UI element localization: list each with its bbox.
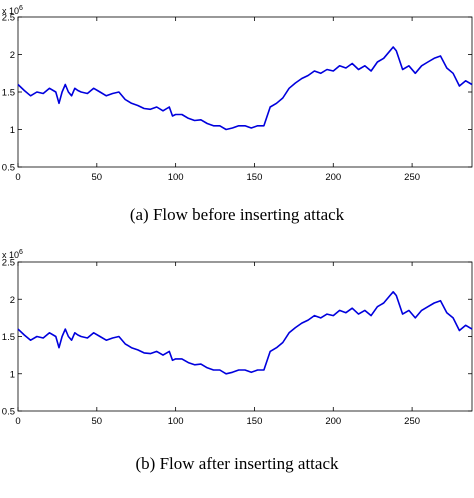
x-tick-label: 200 [325, 416, 341, 427]
chart-a: x 106 0.5 1 1.5 2 2.5 0 50 100 150 200 250 (a) Flo… [2, 5, 473, 224]
x-tick-label: 150 [247, 172, 263, 183]
y-tick-label: 0.5 [2, 407, 15, 418]
y-tick-label: 1 [10, 125, 15, 136]
x-tick-label: 100 [168, 172, 184, 183]
x-tick-label: 100 [168, 416, 184, 427]
plot-frame [17, 261, 473, 412]
y-tick-label: 1.5 [2, 332, 15, 343]
x-tick-label: 0 [15, 172, 20, 183]
x-tick-label: 250 [404, 172, 420, 183]
y-tick-label: 2.5 [2, 13, 15, 24]
flow-series-line [17, 46, 473, 131]
x-tick-label: 200 [325, 172, 341, 183]
x-tick-label: 150 [247, 416, 263, 427]
x-tick-label: 50 [92, 416, 103, 427]
x-tick-label: 0 [15, 416, 20, 427]
plot-frame [17, 16, 473, 168]
flow-series-line [17, 290, 473, 375]
y-tick-label: 0.5 [2, 163, 15, 174]
chart-b: x 106 0.5 1 1.5 2 2.5 0 50 100 150 200 250 (b) Flo… [2, 249, 473, 473]
x-tick-label: 250 [404, 416, 420, 427]
y-tick-label: 2 [10, 50, 15, 61]
caption-b: (b) Flow after inserting attack [136, 454, 339, 473]
y-multiplier-label: x 106 [2, 5, 23, 16]
caption-a: (a) Flow before inserting attack [130, 205, 345, 224]
y-tick-label: 2 [10, 295, 15, 306]
y-tick-label: 2.5 [2, 258, 15, 269]
x-tick-label: 50 [92, 172, 103, 183]
y-tick-label: 1 [10, 369, 15, 380]
y-tick-label: 1.5 [2, 88, 15, 99]
y-multiplier-label: x 106 [2, 249, 23, 260]
